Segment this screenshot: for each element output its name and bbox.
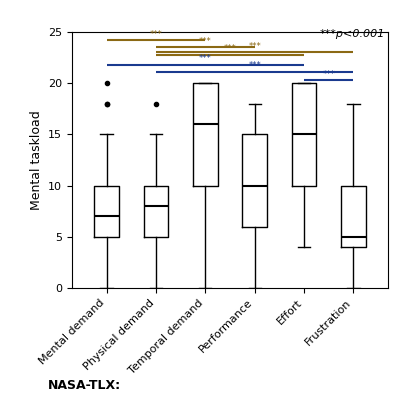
Text: ***: ***: [248, 42, 261, 51]
Text: ***: ***: [322, 70, 335, 78]
Text: ***: ***: [199, 37, 212, 46]
Y-axis label: Mental taskload: Mental taskload: [30, 110, 42, 210]
Text: NASA-TLX:: NASA-TLX:: [48, 379, 121, 392]
Text: ***: ***: [199, 54, 212, 63]
Text: ***: ***: [150, 30, 162, 39]
Text: ***: ***: [248, 61, 261, 70]
Text: ***: ***: [224, 44, 236, 53]
Text: ***p<0.001: ***p<0.001: [320, 29, 386, 39]
